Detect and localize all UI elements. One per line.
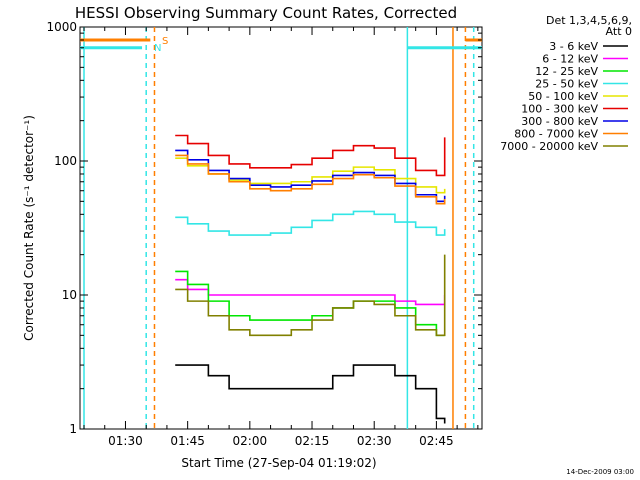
y-tick-label: 10 xyxy=(62,288,77,302)
series-layer xyxy=(175,134,446,424)
x-tick-label: 02:15 xyxy=(295,434,330,448)
legend-label: 100 - 300 keV xyxy=(521,103,598,116)
chart-title: HESSI Observing Summary Count Rates, Cor… xyxy=(75,4,457,22)
series-line-4 xyxy=(175,157,446,194)
x-tick-label: 02:30 xyxy=(357,434,392,448)
x-tick-label: 01:30 xyxy=(108,434,143,448)
y-tick-label: 1000 xyxy=(46,20,77,34)
x-axis: 01:30 01:45 02:00 02:15 02:30 02:45 xyxy=(83,27,479,448)
y-tick-label: 1 xyxy=(69,422,77,436)
x-tick-label: 01:45 xyxy=(170,434,205,448)
vertical-markers xyxy=(83,27,475,429)
legend-label: 3 - 6 keV xyxy=(549,40,598,53)
legend-label: 6 - 12 keV xyxy=(542,53,598,66)
series-line-2 xyxy=(175,270,445,337)
flag-bars xyxy=(80,38,482,50)
x-tick-label: 02:00 xyxy=(233,434,268,448)
x-axis-label: Start Time (27-Sep-04 01:19:02) xyxy=(181,456,376,470)
legend-label: 800 - 7000 keV xyxy=(514,128,598,141)
series-line-5 xyxy=(175,134,446,177)
series-line-0 xyxy=(175,364,446,424)
x-tick-label: 02:45 xyxy=(419,434,454,448)
plot-area: 1 10 100 1000 01:30 01:45 02:00 02:15 02:30 02:4… xyxy=(46,20,483,448)
plot-frame xyxy=(79,26,483,430)
y-axis: 1 10 100 1000 xyxy=(46,20,482,436)
footer-date: 14-Dec-2009 03:00 xyxy=(566,468,634,476)
legend-label: 12 - 25 keV xyxy=(535,65,598,78)
legend-label: 25 - 50 keV xyxy=(535,78,598,91)
legend-label: 50 - 100 keV xyxy=(528,90,598,103)
legend-header-line1: Det 1,3,4,5,6,9, xyxy=(546,14,632,27)
y-tick-label: 100 xyxy=(54,154,77,168)
series-line-3 xyxy=(175,210,446,236)
series-line-8 xyxy=(175,254,446,337)
legend-label: 7000 - 20000 keV xyxy=(500,140,598,153)
series-line-7 xyxy=(175,154,446,205)
flag-label-n: N xyxy=(154,43,161,54)
legend-header-line2: Att 0 xyxy=(606,25,632,38)
flag-label-s: S xyxy=(162,36,168,47)
y-axis-label: Corrected Count Rate (s⁻¹ detector⁻¹) xyxy=(22,115,36,341)
legend-label: 300 - 800 keV xyxy=(521,115,598,128)
